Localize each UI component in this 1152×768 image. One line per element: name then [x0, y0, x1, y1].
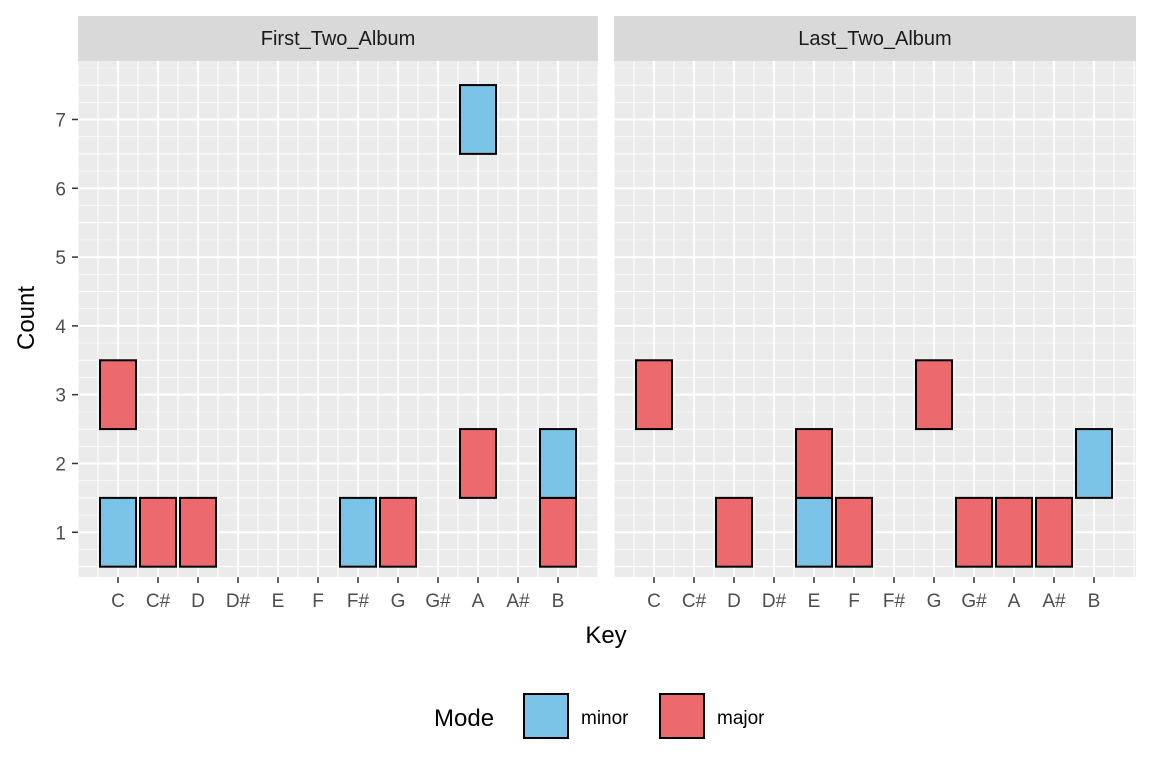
x-tick-label: F — [848, 591, 860, 612]
x-tick-label: C# — [146, 591, 171, 612]
x-tick-label: D — [727, 591, 741, 612]
x-tick-label: E — [808, 591, 821, 612]
x-tick-label: A — [1008, 591, 1021, 612]
x-tick-label: E — [272, 591, 285, 612]
x-tick-label: G# — [425, 591, 451, 612]
x-tick-label: C# — [682, 591, 707, 612]
tile-minor — [339, 496, 377, 568]
y-tick-label: 2 — [55, 454, 66, 475]
x-tick-label: A# — [1042, 591, 1066, 612]
tile-minor — [459, 84, 497, 155]
facet-strip — [614, 16, 1136, 61]
x-tick-label: D — [191, 591, 205, 612]
legend-title: Mode — [434, 705, 494, 732]
legend-label-minor: minor — [581, 708, 629, 729]
x-tick-label: D# — [226, 591, 251, 612]
tile-minor — [1075, 428, 1113, 499]
y-tick-label: 5 — [55, 248, 66, 269]
tile-major — [539, 496, 577, 568]
y-axis-title: Count — [13, 286, 40, 350]
facet-strip — [78, 16, 598, 61]
tile-minor — [539, 428, 577, 499]
tile-major — [835, 496, 873, 568]
x-tick-label: G# — [961, 591, 987, 612]
facet-strip-label: First_Two_Album — [261, 28, 416, 50]
tile-minor — [795, 496, 833, 568]
y-tick-label: 6 — [55, 179, 66, 200]
y-tick-label: 4 — [55, 317, 66, 338]
y-axis: 1 2 3 4 5 6 7 — [55, 110, 78, 544]
facet-strip-label: Last_Two_Album — [798, 28, 951, 50]
x-tick-label: D# — [762, 591, 787, 612]
x-tick-label: B — [1088, 591, 1101, 612]
y-tick-label: 7 — [55, 110, 66, 131]
x-tick-label: G — [927, 591, 942, 612]
facet-panel: First_Two_Album C C# D D# E F F# G G# A A# B — [77, 16, 599, 612]
legend-key-major — [659, 693, 705, 739]
x-tick-label: F# — [347, 591, 370, 612]
x-tick-label: F# — [883, 591, 906, 612]
tile-major — [795, 428, 833, 499]
tile-major — [635, 359, 673, 431]
tile-major — [179, 496, 217, 568]
x-axis-title: Key — [585, 622, 626, 649]
x-tick-label: A — [472, 591, 485, 612]
x-tick-label: F — [312, 591, 324, 612]
panel-background — [614, 61, 1136, 577]
x-tick-label: A# — [506, 591, 530, 612]
tile-major — [459, 428, 497, 499]
facet-panel: Last_Two_Album C C# D D# E F F# G G# A A# B — [613, 16, 1136, 612]
x-tick-label: G — [391, 591, 406, 612]
legend-label-major: major — [717, 708, 765, 729]
tile-major — [995, 496, 1033, 568]
legend-entries: minor major — [523, 693, 765, 739]
legend: Mode minor major — [434, 693, 765, 739]
tile-major — [99, 359, 137, 431]
tile-major — [915, 359, 953, 431]
x-tick-label: C — [647, 591, 661, 612]
x-tick-label: C — [111, 591, 125, 612]
legend-key-minor — [523, 693, 569, 739]
y-tick-label: 3 — [55, 386, 66, 407]
tile-major — [955, 496, 993, 568]
y-tick-label: 1 — [55, 523, 66, 544]
tile-major — [379, 496, 417, 568]
tile-major — [1035, 496, 1073, 568]
tile-major — [715, 496, 753, 568]
x-tick-label: B — [552, 591, 565, 612]
tile-minor — [99, 496, 137, 568]
tile-major — [139, 496, 177, 568]
